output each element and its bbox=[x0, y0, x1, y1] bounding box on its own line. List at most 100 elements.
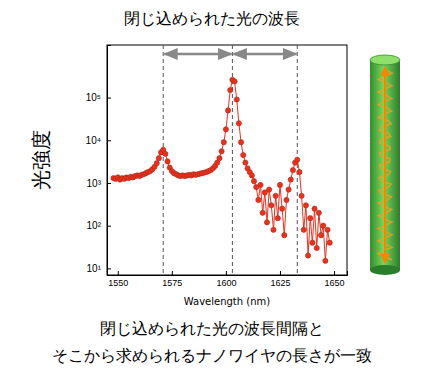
nanowire-bottom bbox=[370, 265, 400, 275]
spectrum-point bbox=[325, 227, 330, 232]
spectrum-point bbox=[221, 140, 226, 145]
spacing-arrow bbox=[233, 53, 296, 56]
spectrum-point bbox=[321, 223, 326, 228]
spectrum-point bbox=[219, 149, 224, 154]
y-tick-mark bbox=[107, 140, 111, 141]
spectrum-point bbox=[271, 227, 276, 232]
spectrum-point bbox=[286, 187, 291, 192]
spectrum-point bbox=[243, 160, 248, 165]
nanowire-illustration bbox=[370, 55, 400, 275]
spectrum-point bbox=[236, 121, 241, 126]
nanowire-arrow-head bbox=[380, 66, 390, 76]
spectrum-point bbox=[323, 258, 328, 263]
spacing-arrow bbox=[164, 53, 231, 56]
spectrum-point bbox=[288, 177, 293, 182]
spectrum-point bbox=[295, 157, 300, 162]
x-axis: 1550 1575 1600 1625 1650 bbox=[108, 271, 348, 288]
y-tick-label: 10³ bbox=[87, 178, 102, 189]
y-tick: 10³ bbox=[87, 178, 111, 189]
spectrum-point bbox=[316, 210, 321, 215]
spectrum-point bbox=[297, 169, 302, 174]
spectrum-point bbox=[312, 206, 317, 211]
spectrum-point bbox=[165, 159, 170, 164]
x-tick-label: 1650 bbox=[325, 278, 345, 288]
x-axis-line bbox=[108, 271, 348, 276]
spectrum-point bbox=[290, 168, 295, 173]
spectrum-point bbox=[241, 152, 246, 157]
y-axis: 10¹ 10² 10³ 10⁴ 10⁵ bbox=[86, 46, 111, 276]
x-tick: 1625 bbox=[270, 271, 290, 288]
y-tick-mark bbox=[107, 226, 111, 227]
spectrum-point bbox=[284, 197, 289, 202]
x-axis-title: Wavelength (nm) bbox=[184, 296, 270, 307]
spectrum-point bbox=[217, 156, 222, 161]
spectrum-point bbox=[299, 193, 304, 198]
x-tick-label: 1550 bbox=[108, 278, 128, 288]
spectrum-point bbox=[310, 240, 315, 245]
spectrum-line bbox=[113, 80, 329, 261]
spectrum-point bbox=[267, 187, 272, 192]
spectrum-point bbox=[225, 108, 230, 113]
y-tick-mark bbox=[107, 183, 111, 184]
spectrum-point bbox=[251, 179, 256, 184]
spectrum-point bbox=[223, 127, 228, 132]
spectrum-point bbox=[275, 216, 280, 221]
nanowire-wave bbox=[378, 70, 392, 260]
y-tick-label: 10² bbox=[87, 220, 102, 231]
spectrum-point bbox=[264, 220, 269, 225]
x-tick: 1550 bbox=[108, 271, 128, 288]
title: 閉じ込められた光の波長 bbox=[124, 9, 300, 28]
y-tick: 10⁴ bbox=[86, 135, 111, 146]
spectrum-point bbox=[258, 182, 263, 187]
spectrum-point bbox=[273, 193, 278, 198]
x-tick-mark bbox=[226, 271, 227, 275]
x-tick-mark bbox=[118, 271, 119, 275]
chart: 閉じ込められた光の波長 1550 1575 1600 1625 1650 10¹ 10² 10³… bbox=[0, 0, 424, 379]
y-tick-label: 10⁴ bbox=[86, 135, 101, 146]
spectrum-point bbox=[260, 210, 265, 215]
spectrum-point bbox=[228, 87, 233, 92]
spectrum-point bbox=[249, 173, 254, 178]
x-tick-label: 1625 bbox=[270, 278, 290, 288]
spectrum-point bbox=[280, 206, 285, 211]
plot-frame bbox=[107, 45, 347, 275]
x-tick: 1600 bbox=[216, 271, 236, 288]
spectrum-point bbox=[256, 197, 261, 202]
spectrum-point bbox=[318, 233, 323, 238]
y-tick: 10² bbox=[87, 220, 111, 231]
spectrum-point bbox=[277, 182, 282, 187]
spectrum-point bbox=[269, 203, 274, 208]
caption: 閉じ込められた光の波長間隔と bbox=[100, 319, 324, 338]
y-axis-title: 光強度 bbox=[29, 130, 53, 190]
y-tick: 10¹ bbox=[87, 263, 111, 274]
plot-area bbox=[111, 45, 332, 275]
spectrum-point bbox=[234, 97, 239, 102]
y-tick-mark bbox=[107, 98, 111, 99]
nanowire-arrow-head bbox=[380, 254, 390, 264]
spectrum-point bbox=[156, 156, 161, 161]
caption: そこから求められるナノワイヤの長さが一致 bbox=[52, 346, 372, 365]
y-tick-label: 10⁵ bbox=[86, 92, 101, 103]
x-tick-label: 1600 bbox=[216, 278, 236, 288]
spectrum-point bbox=[303, 203, 308, 208]
nanowire-top bbox=[370, 55, 400, 65]
y-tick: 10⁵ bbox=[86, 92, 111, 103]
spectrum-point bbox=[163, 151, 168, 156]
y-axis-line bbox=[108, 46, 112, 276]
x-tick-label: 1575 bbox=[162, 278, 182, 288]
spectrum-point bbox=[327, 240, 332, 245]
spectrum-point bbox=[314, 245, 319, 250]
x-tick: 1575 bbox=[162, 271, 182, 288]
peak-line bbox=[163, 45, 164, 275]
x-tick: 1650 bbox=[325, 271, 345, 288]
x-tick-mark bbox=[334, 271, 335, 275]
x-tick-mark bbox=[280, 271, 281, 275]
x-tick-mark bbox=[172, 271, 173, 275]
nanowire-body bbox=[370, 60, 400, 270]
spectrum-point bbox=[238, 140, 243, 145]
nanowire-arrow bbox=[384, 72, 386, 258]
spectrum-point bbox=[308, 216, 313, 221]
spectrum-point bbox=[232, 79, 237, 84]
spectrum-point bbox=[154, 161, 159, 166]
y-tick-mark bbox=[107, 268, 111, 269]
